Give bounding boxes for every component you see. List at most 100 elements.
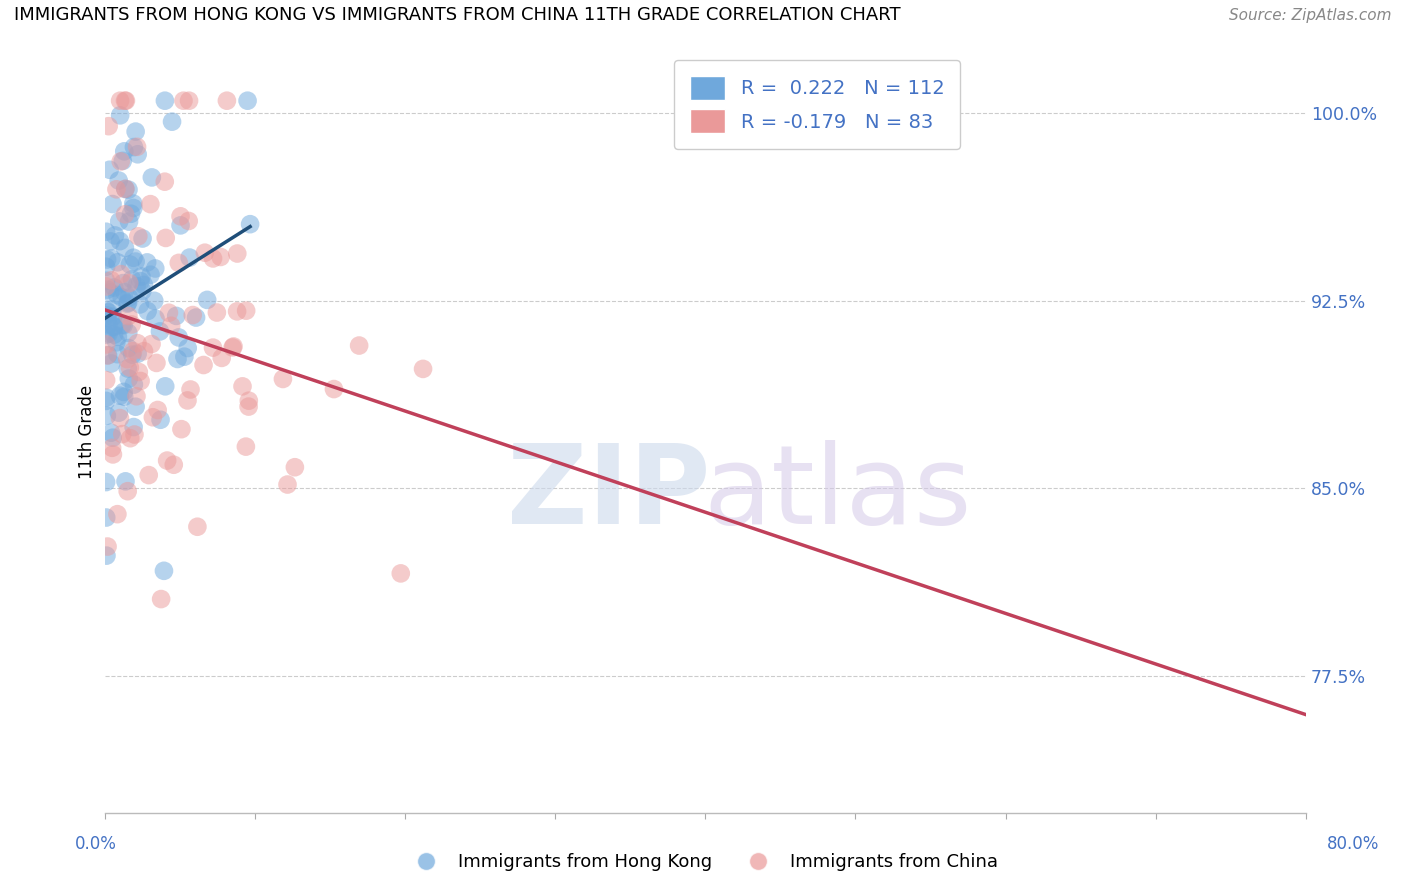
Point — [96, 308, 118, 322]
Point — [211, 351, 233, 365]
Point — [127, 147, 149, 161]
Point — [100, 273, 122, 287]
Point — [226, 246, 249, 260]
Point — [114, 182, 136, 196]
Point — [121, 272, 143, 286]
Point — [118, 276, 141, 290]
Point — [145, 356, 167, 370]
Point — [205, 305, 228, 319]
Point — [173, 350, 195, 364]
Point — [96, 510, 118, 524]
Text: atlas: atlas — [703, 440, 972, 547]
Point — [94, 373, 117, 387]
Point — [100, 252, 122, 266]
Point — [117, 296, 139, 310]
Point — [153, 94, 176, 108]
Point — [108, 214, 131, 228]
Point — [132, 344, 155, 359]
Point — [179, 251, 201, 265]
Point — [122, 196, 145, 211]
Point — [114, 94, 136, 108]
Point — [177, 341, 200, 355]
Text: 80.0%: 80.0% — [1326, 835, 1379, 853]
Point — [108, 234, 131, 248]
Point — [155, 231, 177, 245]
Point — [94, 260, 117, 274]
Point — [129, 297, 152, 311]
Point — [117, 326, 139, 340]
Point — [101, 310, 124, 324]
Point — [195, 293, 218, 307]
Point — [112, 384, 135, 399]
Point — [160, 318, 183, 333]
Point — [98, 285, 121, 300]
Point — [149, 413, 172, 427]
Point — [236, 94, 259, 108]
Point — [111, 290, 134, 304]
Point — [94, 225, 117, 239]
Point — [120, 431, 142, 445]
Point — [167, 256, 190, 270]
Point — [165, 309, 187, 323]
Point — [117, 183, 139, 197]
Point — [173, 94, 195, 108]
Point — [124, 254, 146, 268]
Point — [169, 219, 191, 233]
Point — [167, 330, 190, 344]
Point — [118, 360, 141, 375]
Point — [97, 305, 120, 319]
Point — [127, 336, 149, 351]
Point — [94, 279, 117, 293]
Point — [97, 310, 120, 325]
Point — [97, 119, 120, 133]
Point — [108, 389, 131, 403]
Point — [101, 431, 124, 445]
Point — [129, 374, 152, 388]
Point — [128, 365, 150, 379]
Point — [176, 393, 198, 408]
Point — [101, 302, 124, 317]
Point — [221, 341, 243, 355]
Point — [96, 283, 118, 297]
Point — [153, 175, 176, 189]
Point — [111, 318, 134, 332]
Point — [122, 377, 145, 392]
Point — [110, 267, 132, 281]
Point — [100, 357, 122, 371]
Point — [231, 379, 253, 393]
Point — [125, 389, 148, 403]
Point — [122, 344, 145, 359]
Legend: Immigrants from Hong Kong, Immigrants from China: Immigrants from Hong Kong, Immigrants fr… — [401, 847, 1005, 879]
Point — [117, 309, 139, 323]
Point — [156, 453, 179, 467]
Point — [131, 269, 153, 284]
Point — [139, 197, 162, 211]
Point — [127, 229, 149, 244]
Point — [97, 348, 120, 362]
Point — [114, 285, 136, 300]
Point — [96, 549, 118, 563]
Point — [146, 403, 169, 417]
Point — [163, 458, 186, 472]
Point — [184, 310, 207, 325]
Point — [94, 391, 117, 405]
Point — [160, 114, 183, 128]
Point — [122, 201, 145, 215]
Text: ZIP: ZIP — [508, 440, 711, 547]
Point — [101, 447, 124, 461]
Point — [166, 351, 188, 366]
Point — [141, 170, 163, 185]
Point — [276, 477, 298, 491]
Point — [129, 274, 152, 288]
Point — [105, 507, 128, 521]
Point — [121, 318, 143, 332]
Point — [114, 475, 136, 489]
Point — [98, 162, 121, 177]
Point — [238, 393, 260, 408]
Point — [122, 251, 145, 265]
Point — [114, 182, 136, 196]
Point — [101, 197, 124, 211]
Point — [117, 295, 139, 310]
Point — [100, 235, 122, 249]
Point — [238, 400, 260, 414]
